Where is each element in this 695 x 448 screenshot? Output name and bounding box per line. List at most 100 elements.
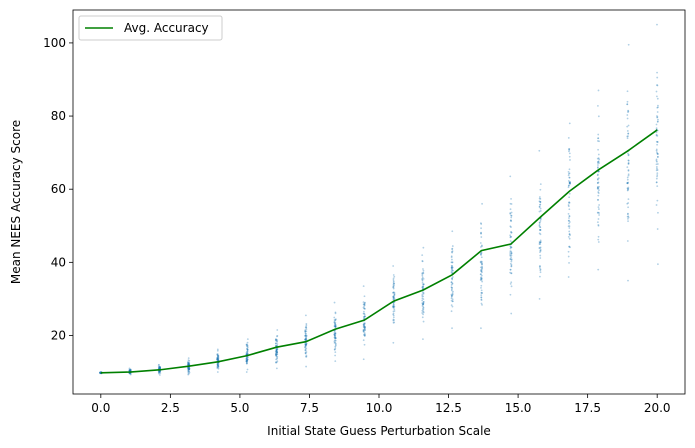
- scatter-point: [421, 279, 424, 282]
- scatter-point: [509, 268, 512, 271]
- scatter-point: [421, 273, 424, 276]
- scatter-point: [539, 183, 542, 186]
- scatter-point: [422, 311, 425, 314]
- scatter-point: [539, 233, 542, 236]
- scatter-point: [656, 141, 659, 143]
- scatter-point: [393, 319, 395, 321]
- scatter-point: [129, 369, 132, 372]
- scatter-point: [596, 166, 599, 169]
- scatter-point: [596, 167, 599, 169]
- scatter-point: [479, 269, 482, 272]
- scatter-point: [626, 202, 629, 205]
- scatter-point: [481, 271, 483, 274]
- scatter-point: [597, 177, 600, 180]
- scatter-point: [422, 283, 425, 286]
- scatter-point: [158, 370, 161, 373]
- scatter-point: [597, 137, 599, 140]
- scatter-point: [275, 352, 278, 354]
- scatter-point: [246, 349, 249, 352]
- scatter-point: [364, 322, 366, 325]
- scatter-point: [627, 215, 630, 218]
- scatter-point: [568, 201, 571, 204]
- scatter-point: [158, 366, 161, 369]
- scatter-point: [421, 276, 424, 279]
- scatter-point: [656, 84, 659, 87]
- scatter-point: [99, 371, 102, 374]
- scatter-point: [334, 336, 337, 339]
- scatter-point: [334, 324, 337, 326]
- scatter-point: [99, 371, 102, 374]
- scatter-point: [363, 327, 366, 330]
- scatter-point: [217, 358, 219, 360]
- scatter-point: [627, 216, 630, 219]
- scatter-point: [304, 330, 307, 333]
- scatter-point: [305, 351, 308, 353]
- scatter-point: [538, 205, 541, 208]
- scatter-point: [392, 313, 395, 316]
- y-tick-label: 80: [51, 109, 66, 123]
- scatter-point: [363, 316, 365, 319]
- scatter-point: [392, 341, 395, 344]
- scatter-point: [187, 370, 189, 372]
- scatter-point: [538, 200, 541, 203]
- scatter-point: [392, 316, 395, 319]
- series-line-avg-accuracy: [100, 129, 658, 374]
- scatter-point: [392, 307, 395, 309]
- scatter-point: [626, 100, 629, 103]
- scatter-point: [568, 148, 571, 150]
- scatter-point: [305, 332, 307, 335]
- scatter-point: [656, 71, 658, 74]
- scatter-point: [217, 356, 219, 358]
- scatter-point: [567, 137, 570, 139]
- scatter-point: [480, 223, 483, 225]
- scatter-point: [245, 353, 248, 356]
- scatter-point: [569, 181, 571, 184]
- scatter-point: [304, 345, 307, 348]
- scatter-point: [509, 175, 512, 178]
- scatter-point: [99, 371, 102, 374]
- scatter-point: [627, 135, 629, 138]
- scatter-point: [421, 260, 424, 262]
- scatter-point: [362, 303, 365, 306]
- scatter-point: [567, 219, 570, 222]
- scatter-point: [334, 343, 337, 346]
- scatter-point: [481, 303, 483, 306]
- x-tick-label: 10.0: [366, 401, 393, 415]
- scatter-point: [422, 338, 424, 341]
- scatter-point: [510, 231, 513, 234]
- scatter-point: [362, 328, 365, 331]
- scatter-point: [627, 181, 630, 184]
- scatter-point: [539, 218, 542, 221]
- scatter-point: [392, 286, 395, 289]
- scatter-point: [450, 310, 453, 313]
- scatter-point: [246, 348, 249, 351]
- scatter-point: [422, 269, 425, 272]
- scatter-point: [333, 334, 336, 336]
- scatter-point: [245, 357, 248, 360]
- scatter-point: [510, 312, 513, 315]
- scatter-point: [276, 353, 278, 355]
- scatter-point: [362, 323, 365, 326]
- scatter-point: [363, 322, 366, 325]
- scatter-point: [451, 277, 454, 280]
- scatter-point: [275, 348, 278, 350]
- scatter-point: [538, 196, 541, 198]
- scatter-point: [451, 266, 453, 269]
- scatter-point: [188, 367, 191, 370]
- scatter-point: [626, 240, 629, 242]
- scatter-point: [276, 351, 279, 353]
- scatter-point: [450, 295, 453, 298]
- scatter-point: [245, 359, 248, 362]
- scatter-point: [275, 353, 278, 356]
- scatter-point: [393, 293, 396, 296]
- scatter-point: [509, 293, 512, 296]
- scatter-point: [481, 262, 483, 265]
- scatter-point: [510, 246, 512, 249]
- scatter-point: [626, 187, 629, 190]
- scatter-point: [510, 260, 513, 263]
- scatter-point: [480, 270, 483, 273]
- scatter-point: [480, 327, 482, 330]
- scatter-point: [246, 341, 249, 344]
- scatter-point: [510, 285, 513, 288]
